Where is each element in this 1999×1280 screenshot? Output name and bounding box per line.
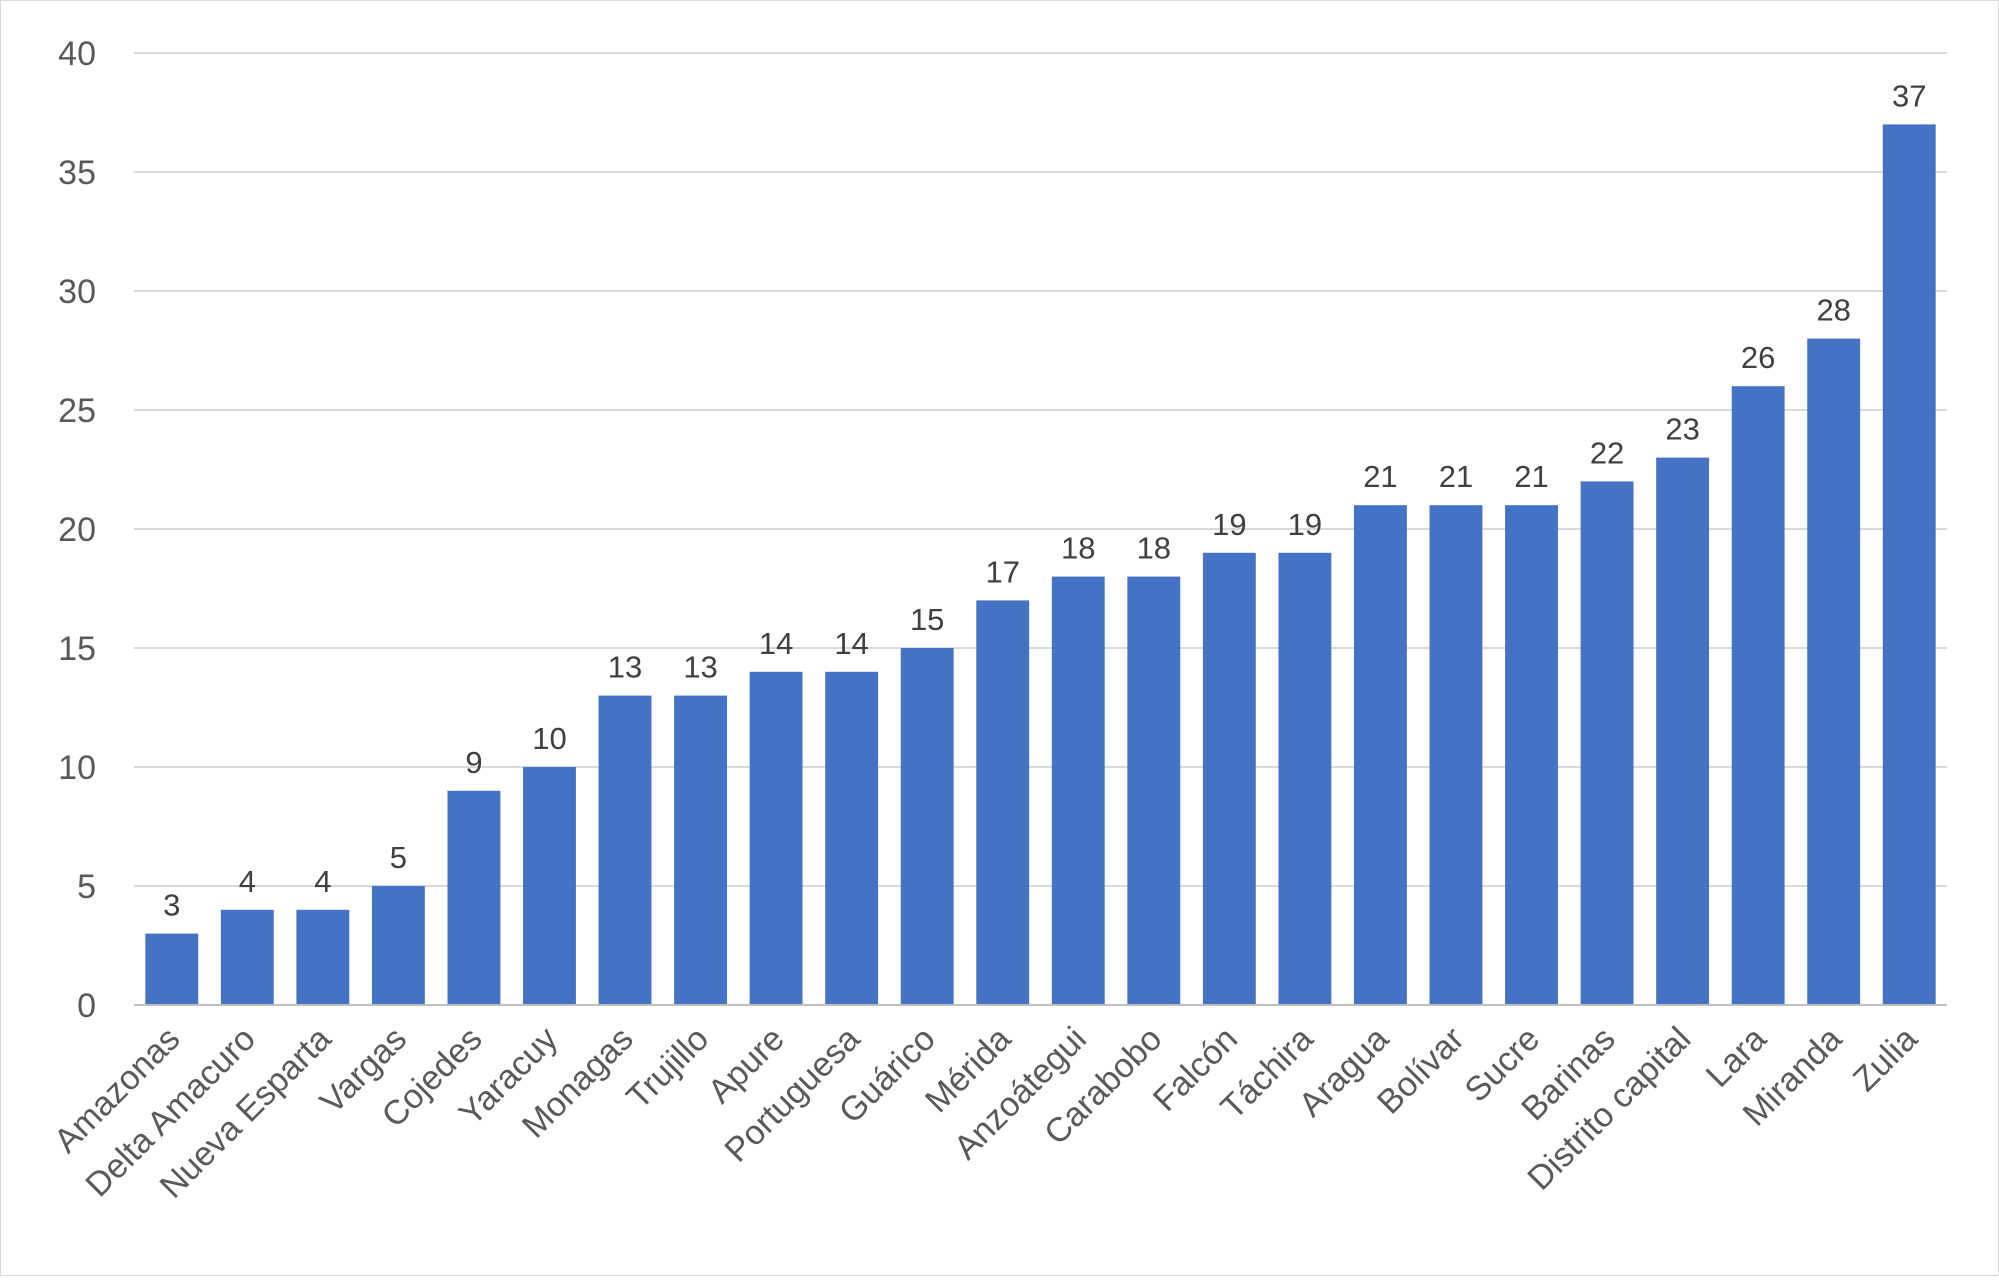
data-label: 14 — [759, 626, 793, 661]
y-tick-label: 35 — [58, 154, 96, 192]
bar — [220, 909, 274, 1005]
data-label: 19 — [1288, 507, 1322, 542]
data-label: 13 — [683, 650, 717, 685]
gridlines — [134, 52, 1947, 887]
data-label: 9 — [465, 745, 482, 780]
bar — [371, 886, 425, 1005]
bar — [749, 671, 803, 1005]
bar — [1127, 576, 1181, 1005]
data-label: 5 — [390, 840, 407, 875]
data-label: 3 — [163, 888, 180, 923]
y-tick-label: 40 — [58, 35, 96, 73]
y-tick-label: 10 — [58, 749, 96, 787]
data-label: 18 — [1137, 531, 1171, 566]
data-label: 21 — [1514, 459, 1548, 494]
bar — [1429, 505, 1483, 1005]
data-labels: 3 4 4 5 9 10 13 13 14 14 15 17 18 18 19 19 21 21 21 22 23 26 2… — [163, 78, 1926, 922]
x-category-label: Bolívar — [1370, 1020, 1472, 1122]
x-category-label: Zulia — [1846, 1020, 1925, 1099]
bar — [447, 790, 501, 1005]
bar — [1656, 457, 1710, 1006]
data-label: 21 — [1439, 459, 1473, 494]
y-axis-tick-labels: 0 5 10 15 20 25 30 35 40 — [58, 35, 96, 1025]
y-tick-label: 20 — [58, 511, 96, 549]
data-label: 4 — [314, 864, 331, 899]
bar — [1882, 124, 1936, 1005]
bar — [296, 909, 350, 1005]
bar — [523, 767, 576, 1005]
data-label: 26 — [1741, 340, 1775, 375]
bar — [145, 933, 199, 1005]
bar — [674, 695, 728, 1005]
bar — [900, 648, 954, 1005]
data-label: 37 — [1892, 78, 1926, 113]
bars — [145, 124, 1936, 1006]
y-tick-label: 5 — [77, 868, 96, 906]
data-label: 23 — [1665, 412, 1699, 447]
y-tick-label: 25 — [58, 392, 96, 430]
data-label: 13 — [608, 650, 642, 685]
data-label: 18 — [1061, 531, 1095, 566]
x-category-label: Trujillo — [619, 1020, 716, 1117]
y-tick-label: 15 — [58, 630, 96, 668]
y-tick-label: 0 — [77, 987, 96, 1025]
data-label: 19 — [1212, 507, 1246, 542]
bar — [1731, 386, 1785, 1005]
data-label: 17 — [985, 554, 1019, 589]
data-label: 15 — [910, 602, 944, 637]
data-label: 10 — [532, 721, 566, 756]
bar — [1580, 481, 1634, 1005]
data-label: 21 — [1363, 459, 1397, 494]
data-label: 28 — [1816, 293, 1850, 328]
bar — [1051, 576, 1105, 1005]
bar — [1807, 338, 1861, 1006]
bar — [1202, 552, 1256, 1005]
bar — [1505, 505, 1558, 1005]
bar — [1278, 552, 1332, 1005]
data-label: 22 — [1590, 435, 1624, 470]
bar — [976, 600, 1030, 1005]
bar — [825, 671, 879, 1005]
y-tick-label: 30 — [58, 273, 96, 311]
data-label: 4 — [239, 864, 256, 899]
bar — [1353, 505, 1407, 1005]
data-label: 14 — [834, 626, 868, 661]
bar — [598, 695, 652, 1005]
